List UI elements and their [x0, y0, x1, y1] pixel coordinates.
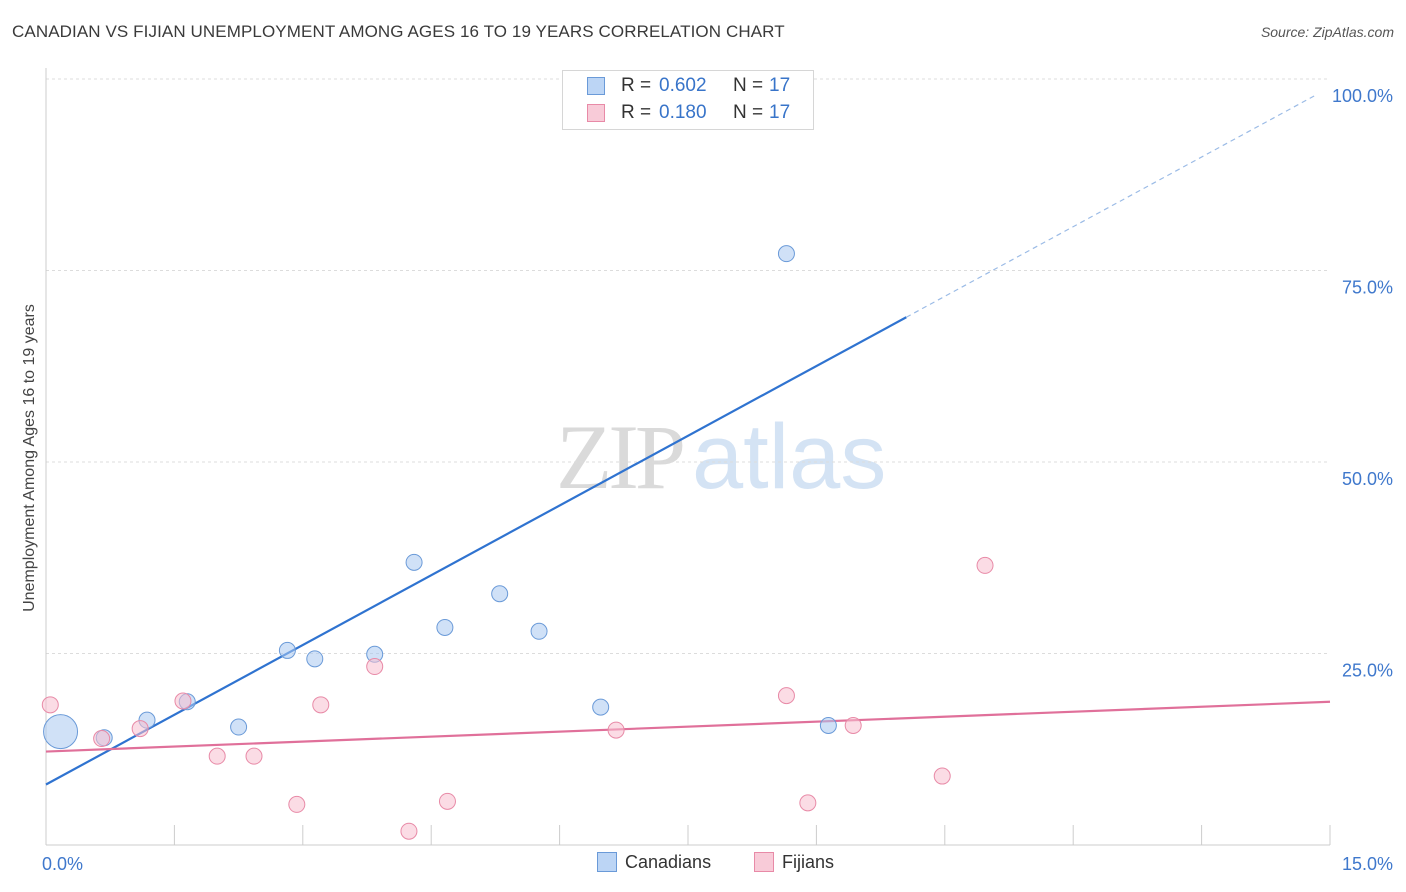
- point-fijians: [312, 696, 330, 714]
- axes: [45, 68, 1331, 846]
- point-canadians: [405, 553, 423, 571]
- x-tick-label-max: 15.0%: [1342, 854, 1393, 874]
- point-fijians: [799, 794, 817, 812]
- point-fijians: [245, 747, 263, 765]
- legend-r-value: 0.602: [659, 75, 707, 96]
- y-tick-label: 50.0%: [1342, 469, 1393, 489]
- point-fijians: [366, 658, 384, 676]
- legend-r-label: R =: [621, 75, 652, 96]
- legend-n-value: 17: [769, 75, 791, 96]
- point-fijians: [288, 795, 306, 813]
- point-fijians: [777, 687, 795, 705]
- watermark-zip: ZIP: [556, 406, 686, 508]
- series-label-canadians: Canadians: [625, 852, 712, 872]
- source-label: Source: ZipAtlas.com: [1260, 24, 1394, 40]
- legend-n-value: 17: [769, 102, 791, 123]
- point-canadians: [436, 618, 454, 636]
- data-points: [41, 93, 994, 840]
- trend-line-canadians: [45, 316, 907, 786]
- watermark-atlas: atlas: [692, 406, 887, 508]
- y-tick-label: 25.0%: [1342, 661, 1393, 681]
- y-tick-label: 75.0%: [1342, 278, 1393, 298]
- zipatlas-watermark: ZIP atlas: [556, 404, 886, 510]
- series-legend-canadians: Canadians: [597, 852, 711, 873]
- legend-r-label: R =: [621, 102, 652, 123]
- point-fijians: [174, 692, 192, 710]
- trend-line-canadians-extension: [905, 93, 1318, 318]
- point-canadians: [43, 714, 79, 750]
- x-tick-label-min: 0.0%: [42, 854, 83, 874]
- point-fijians: [93, 730, 111, 748]
- point-fijians: [438, 792, 456, 810]
- point-canadians: [592, 698, 610, 716]
- point-fijians: [607, 721, 625, 739]
- series-label-fijians: Fijians: [782, 852, 835, 872]
- legend-swatch-canadians: [587, 77, 605, 95]
- legend-n-label: N =: [733, 75, 764, 96]
- point-canadians: [278, 641, 296, 659]
- legend-n-label: N =: [733, 102, 764, 123]
- point-fijians: [844, 717, 862, 735]
- point-canadians: [230, 718, 248, 736]
- chart-title: CANADIAN VS FIJIAN UNEMPLOYMENT AMONG AG…: [12, 22, 785, 41]
- point-canadians: [306, 650, 324, 668]
- point-canadians: [819, 717, 837, 735]
- correlation-legend: R = 0.602 N = 17 R = 0.180 N = 17: [562, 70, 814, 130]
- series-swatch-canadians: [597, 852, 617, 872]
- legend-r-value: 0.180: [659, 102, 707, 123]
- point-fijians: [41, 696, 59, 714]
- legend-swatch-fijians: [587, 104, 605, 122]
- point-canadians: [777, 245, 795, 263]
- point-fijians: [933, 767, 951, 785]
- trend-lines: [45, 93, 1331, 786]
- tick-labels: 25.0% 50.0% 75.0% 100.0% 0.0% 15.0%: [42, 86, 1393, 874]
- point-fijians: [400, 822, 418, 840]
- gridlines: [46, 78, 1330, 654]
- point-fijians: [208, 747, 226, 765]
- point-fijians: [976, 556, 994, 574]
- series-legend-fijians: Fijians: [754, 852, 834, 873]
- trend-line-fijians: [45, 700, 1331, 753]
- point-canadians: [530, 622, 548, 640]
- point-fijians: [131, 720, 149, 738]
- y-tick-label: 100.0%: [1332, 86, 1393, 106]
- point-canadians: [491, 585, 509, 603]
- series-swatch-fijians: [754, 852, 774, 872]
